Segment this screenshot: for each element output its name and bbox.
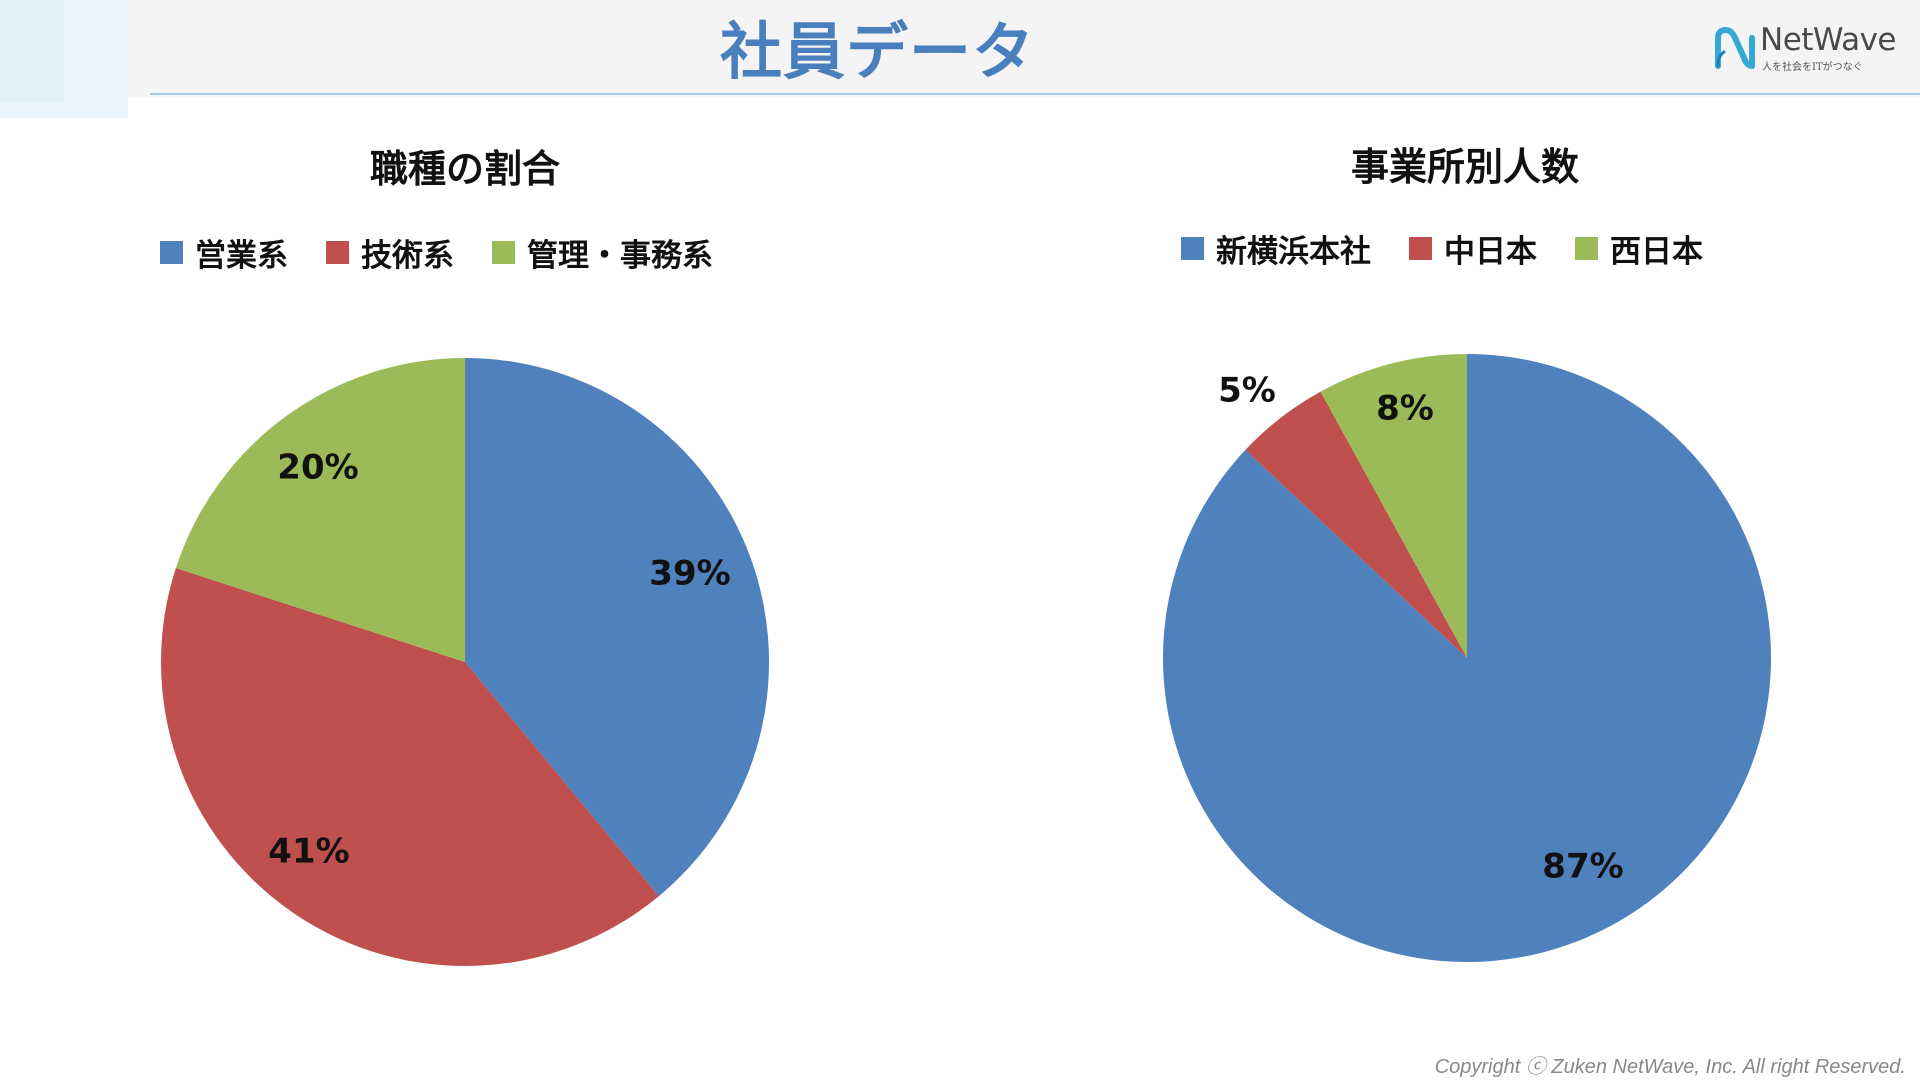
legend-item-technical: 技術系 xyxy=(326,230,454,275)
legend-item-admin: 管理・事務系 xyxy=(492,230,713,275)
legend-swatch-technical xyxy=(326,240,349,264)
pie-data-label-job-types-0: 39% xyxy=(649,554,730,594)
legend-offices: 新横浜本社 中日本 西日本 xyxy=(1181,226,1703,271)
pie-data-label-job-types-1: 41% xyxy=(268,832,349,872)
pie-slice-offices-2 xyxy=(1320,354,1467,658)
page-title: 社員データ xyxy=(720,15,1036,88)
pie-slice-offices-0 xyxy=(1162,354,1771,962)
pie-data-label-offices-0: 87% xyxy=(1542,847,1623,887)
company-logo: NetWave 人を社会をITがつなぐ xyxy=(1712,22,1912,78)
netwave-logo-icon xyxy=(1715,27,1755,69)
pie-slice-offices-1 xyxy=(1245,391,1467,658)
chart-title-job-types: 職種の割合 xyxy=(369,147,560,191)
pie-slice-job-types-2 xyxy=(175,358,465,662)
header-decoration-inner xyxy=(0,0,64,102)
legend-label-naka-nihon: 中日本 xyxy=(1444,233,1537,270)
legend-swatch-shin-yokohama xyxy=(1181,236,1204,260)
legend-item-shin-yokohama: 新横浜本社 xyxy=(1181,226,1371,271)
copyright-footer: Copyright ⓒ Zuken NetWave, Inc. All righ… xyxy=(1434,1056,1906,1078)
legend-label-shin-yokohama: 新横浜本社 xyxy=(1216,233,1371,270)
logo-name: NetWave xyxy=(1760,22,1897,58)
pie-data-label-offices-2: 8% xyxy=(1376,389,1434,429)
pie-slice-job-types-1 xyxy=(160,568,659,967)
pie-slice-job-types-0 xyxy=(465,358,770,897)
pie-data-label-offices-1: 5% xyxy=(1218,371,1276,411)
legend-label-sales: 営業系 xyxy=(195,237,288,274)
legend-swatch-naka-nihon xyxy=(1409,236,1432,260)
legend-job-types: 営業系 技術系 管理・事務系 xyxy=(160,230,713,275)
logo-tagline: 人を社会をITがつなぐ xyxy=(1762,62,1863,73)
pie-data-label-job-types-2: 20% xyxy=(277,448,358,488)
header-divider xyxy=(150,93,1920,95)
legend-item-naka-nihon: 中日本 xyxy=(1409,226,1537,271)
legend-item-nishi-nihon: 西日本 xyxy=(1575,226,1703,271)
legend-label-admin: 管理・事務系 xyxy=(527,237,713,274)
legend-swatch-nishi-nihon xyxy=(1575,236,1598,260)
legend-swatch-admin xyxy=(492,240,515,264)
legend-label-technical: 技術系 xyxy=(361,237,454,274)
legend-label-nishi-nihon: 西日本 xyxy=(1610,233,1703,270)
legend-item-sales: 営業系 xyxy=(160,230,288,275)
header-band xyxy=(0,0,1920,98)
legend-swatch-sales xyxy=(160,240,183,264)
chart-title-offices: 事業所別人数 xyxy=(1350,145,1579,189)
